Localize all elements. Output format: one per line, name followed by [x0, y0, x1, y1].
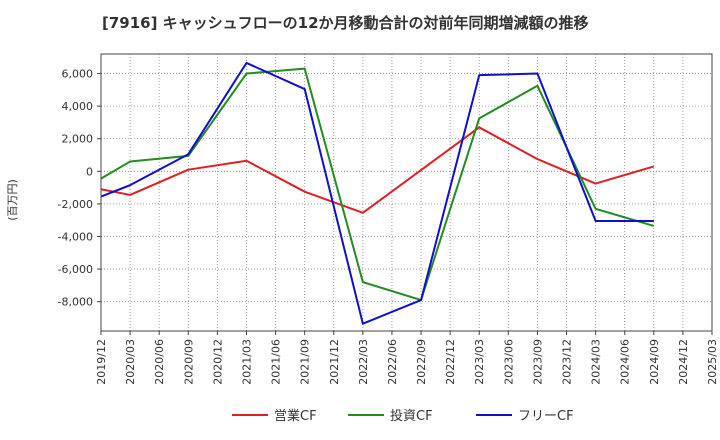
legend-label-1: 営業CF: [274, 408, 317, 424]
x-tick-label: 2020/12: [211, 339, 224, 385]
y-tick-label: -4,000: [58, 230, 93, 243]
x-tick-label: 2024/09: [648, 339, 661, 385]
x-axis: 2019/12 2020/03 2020/06 2020/09 2020/12 2021/…: [95, 331, 719, 385]
x-tick-label: 2023/03: [473, 339, 486, 385]
x-tick-label: 2022/06: [386, 339, 399, 385]
x-tick-label: 2020/03: [124, 339, 137, 385]
series-line-1: [100, 126, 655, 214]
x-tick-label: 2021/12: [328, 339, 341, 385]
y-axis-label: (百万円): [6, 179, 19, 221]
y-tick-label: 4,000: [62, 100, 94, 113]
y-tick-label: -6,000: [58, 263, 93, 276]
x-tick-label: 2020/06: [153, 339, 166, 385]
x-tick-label: 2025/03: [706, 339, 719, 385]
x-tick-label: 2023/12: [561, 339, 574, 385]
x-tick-label: 2022/03: [357, 339, 370, 385]
x-tick-label: 2024/06: [619, 339, 632, 385]
x-tick-label: 2023/09: [531, 339, 544, 385]
x-tick-label: 2023/06: [502, 339, 515, 385]
y-tick-label: -8,000: [58, 296, 93, 309]
y-tick-label: 6,000: [62, 68, 94, 81]
series-line-3: [100, 61, 654, 325]
x-tick-label: 2019/12: [95, 339, 108, 385]
legend: 営業CF 投資CF フリーCF: [232, 408, 574, 424]
x-tick-label: 2020/09: [182, 339, 195, 385]
chart-title: [7916] キャッシュフローの12か月移動合計の対前年同期増減額の推移: [102, 14, 589, 32]
y-tick-label: -2,000: [58, 198, 93, 211]
y-tick-label: 0: [86, 165, 93, 178]
x-tick-label: 2021/09: [299, 339, 312, 385]
legend-label-2: 投資CF: [390, 408, 433, 424]
x-tick-label: 2022/09: [415, 339, 428, 385]
series-lines: [100, 61, 655, 325]
plot-frame: [100, 53, 713, 332]
x-tick-label: 2024/12: [677, 339, 690, 385]
x-tick-label: 2021/06: [270, 339, 283, 385]
y-tick-label: 2,000: [62, 133, 94, 146]
x-tick-label: 2024/03: [590, 339, 603, 385]
legend-label-3: フリーCF: [518, 409, 574, 424]
series-line-2: [100, 67, 655, 302]
x-tick-label: 2021/03: [240, 339, 253, 385]
grid: [100, 54, 713, 331]
y-axis: -8,000 -6,000 -4,000 -2,000 0 2,000 4,000 6,000: [58, 68, 101, 309]
x-tick-label: 2022/12: [444, 339, 457, 385]
